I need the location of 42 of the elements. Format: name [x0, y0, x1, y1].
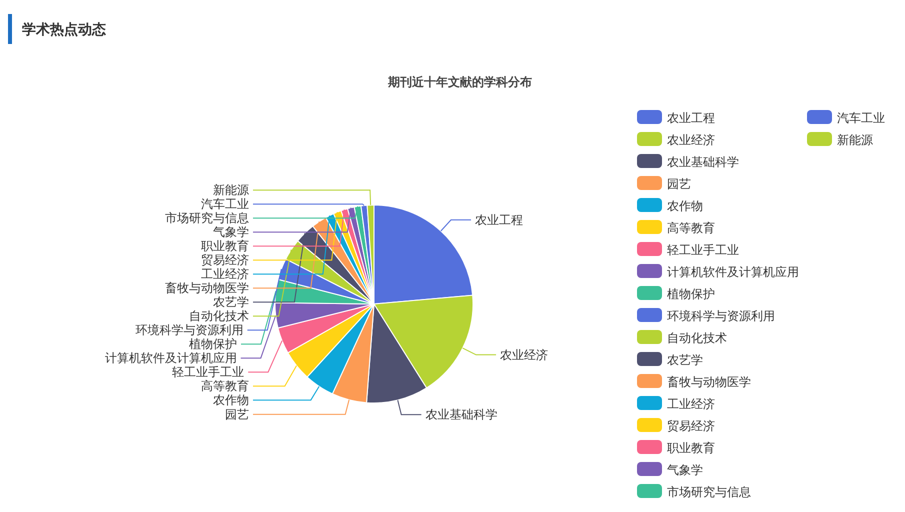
legend-label: 农业经济 — [667, 133, 715, 147]
slice-label: 畜牧与动物医学 — [165, 281, 249, 296]
legend-label: 高等教育 — [667, 221, 715, 235]
legend-label: 汽车工业 — [837, 111, 885, 125]
slice-label: 新能源 — [213, 183, 249, 198]
legend-label: 自动化技术 — [667, 331, 727, 345]
legend-label: 环境科学与资源利用 — [667, 309, 775, 323]
legend-label: 计算机软件及计算机应用 — [667, 265, 799, 279]
slice-label: 农作物 — [213, 393, 249, 408]
legend-label: 职业教育 — [667, 441, 715, 455]
legend-label: 农业工程 — [667, 111, 715, 125]
legend-label: 市场研究与信息 — [667, 485, 751, 499]
slice-label: 自动化技术 — [189, 309, 249, 324]
legend-label: 新能源 — [837, 133, 873, 147]
slice-label: 农业经济 — [500, 348, 548, 362]
slice-label: 计算机软件及计算机应用 — [104, 351, 237, 366]
legend-label: 畜牧与动物医学 — [667, 375, 751, 389]
slice-label: 农艺学 — [213, 295, 249, 310]
slice-label: 工业经济 — [201, 267, 249, 282]
text: 学术热点动态 — [22, 22, 106, 38]
legend-label: 农作物 — [667, 199, 703, 213]
slice-label: 农业工程 — [474, 212, 523, 227]
legend-label: 植物保护 — [667, 287, 715, 301]
slice-label: 职业教育 — [201, 239, 249, 254]
slice-label: 贸易经济 — [201, 253, 249, 268]
legend-label: 园艺 — [667, 177, 691, 191]
chart-title: 期刊近十年文献的学科分布 — [387, 75, 532, 89]
slice-label: 高等教育 — [201, 379, 249, 394]
legend-label: 轻工业手工业 — [667, 243, 739, 257]
legend-label: 气象学 — [667, 463, 703, 477]
slice-label: 轻工业手工业 — [172, 365, 244, 380]
slice-label: 园艺 — [225, 407, 249, 422]
slice-label: 植物保护 — [188, 337, 237, 352]
legend-label: 工业经济 — [667, 397, 715, 411]
slice-label: 气象学 — [213, 225, 249, 240]
legend-label: 农业基础科学 — [667, 155, 739, 169]
slice-label: 汽车工业 — [201, 197, 249, 212]
legend-label: 贸易经济 — [667, 419, 715, 433]
slice-label: 环境科学与资源利用 — [135, 323, 244, 338]
legend-label: 农艺学 — [667, 353, 703, 367]
slice-label: 市场研究与信息 — [165, 211, 249, 226]
slice-label: 农业基础科学 — [425, 408, 498, 422]
